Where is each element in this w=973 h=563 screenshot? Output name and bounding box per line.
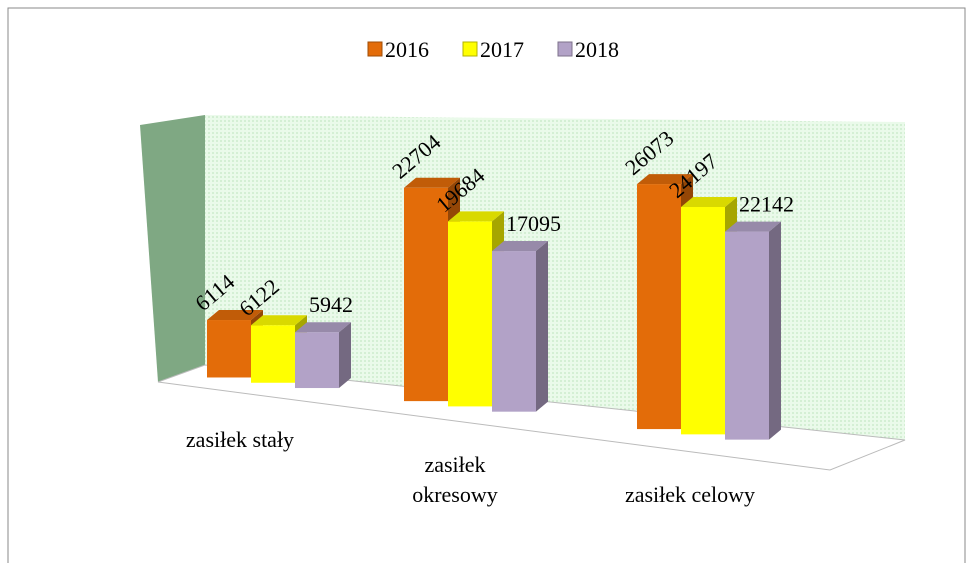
bar-top [637,174,693,185]
bar-top [448,211,504,222]
legend-label: 2017 [480,37,524,62]
bar-top [251,315,307,326]
bar [492,251,536,412]
bar-top [404,177,460,188]
floor [157,364,906,471]
bar-top [492,241,548,252]
category-label: zasiłek stały [185,427,295,452]
legend-label: 2016 [385,37,429,62]
bar [637,184,681,430]
bar-side [339,322,351,389]
category-label: zasiłek okresowy [412,452,498,507]
bar-top [725,221,781,232]
legend-label: 2018 [575,37,619,62]
bar-top [295,322,351,333]
value-label: 22142 [739,192,794,217]
value-label: 17095 [506,211,561,236]
legend-swatch [557,41,573,57]
legend-swatch [462,41,478,57]
bar-top [681,196,737,207]
bar [404,187,448,402]
bar [725,231,769,440]
bar [207,320,251,378]
side-wall [140,115,205,382]
bar-side [769,221,781,440]
bar-side [536,241,548,412]
bar [681,206,725,435]
value-label: 5942 [309,292,353,317]
bar [251,325,295,383]
category-label: zasiłek celowy [624,482,756,507]
bar [448,221,492,407]
bar [295,332,339,389]
bar-top [207,310,263,321]
frame [7,7,966,563]
legend-swatch [367,41,383,57]
